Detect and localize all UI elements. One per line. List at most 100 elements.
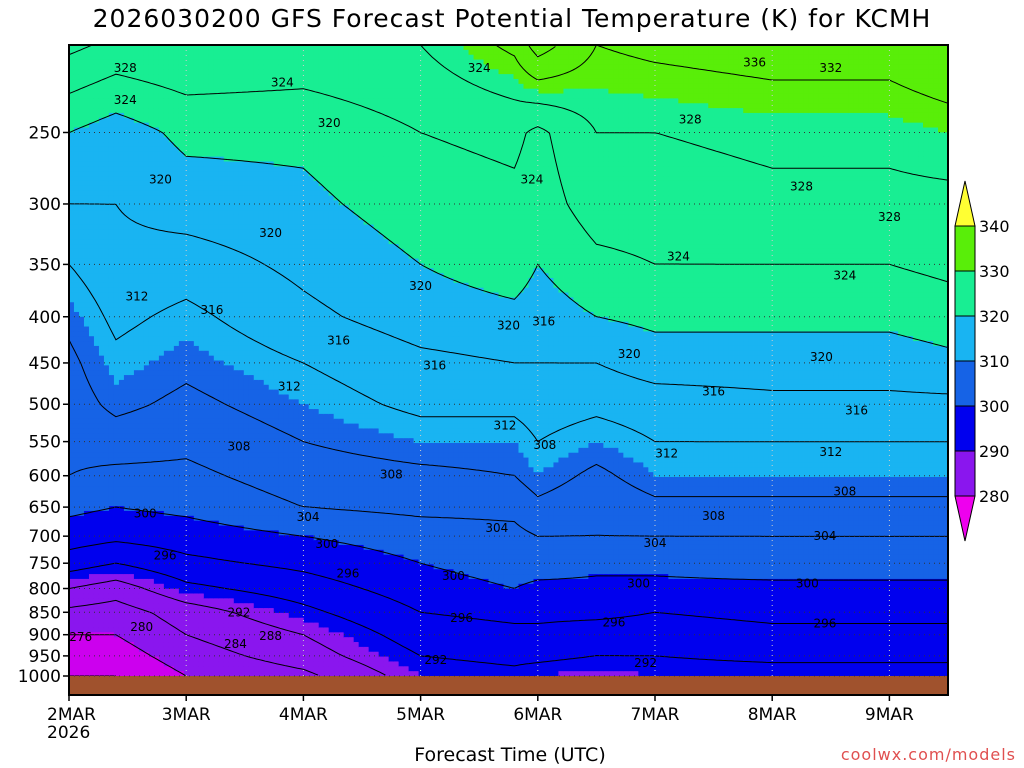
field-cell xyxy=(69,549,75,556)
field-cell xyxy=(253,185,260,192)
field-cell xyxy=(238,205,245,211)
field-cell xyxy=(93,535,100,541)
field-cell xyxy=(153,263,160,269)
field-cell xyxy=(248,438,255,444)
field-cell xyxy=(243,176,250,182)
field-cell xyxy=(83,239,90,245)
field-cell xyxy=(69,520,75,527)
field-cell xyxy=(98,142,105,148)
field-cell xyxy=(178,481,185,488)
field-cell xyxy=(258,146,265,153)
field-cell xyxy=(83,297,90,303)
field-cell xyxy=(108,608,115,614)
field-cell xyxy=(163,200,170,206)
field-cell xyxy=(78,263,85,269)
field-cell xyxy=(73,122,80,129)
field-cell xyxy=(168,360,175,366)
field-cell xyxy=(188,646,195,653)
field-cell xyxy=(83,185,90,192)
field-cell xyxy=(143,379,150,386)
field-cell xyxy=(188,83,195,90)
field-cell xyxy=(248,520,255,527)
field-cell xyxy=(113,307,120,313)
field-cell xyxy=(108,132,115,138)
field-cell xyxy=(238,360,245,366)
field-cell xyxy=(218,481,225,488)
field-cell xyxy=(123,360,130,366)
field-cell xyxy=(198,151,205,158)
field-cell xyxy=(78,637,85,643)
field-cell xyxy=(73,355,80,362)
field-cell xyxy=(78,646,85,653)
field-cell xyxy=(168,54,175,61)
field-cell xyxy=(113,588,120,595)
field-cell xyxy=(233,234,240,240)
field-cell xyxy=(93,239,100,245)
field-cell xyxy=(238,210,245,216)
field-cell xyxy=(123,428,130,434)
field-cell xyxy=(133,146,140,153)
field-cell xyxy=(93,88,100,95)
field-cell xyxy=(223,64,230,70)
field-cell xyxy=(178,661,185,667)
field-cell xyxy=(143,598,150,604)
field-cell xyxy=(138,409,145,415)
field-cell xyxy=(123,578,130,585)
field-cell xyxy=(168,588,175,595)
field-cell xyxy=(188,137,195,143)
field-cell xyxy=(138,428,145,434)
field-cell xyxy=(168,287,175,294)
field-cell xyxy=(178,88,185,95)
field-cell xyxy=(133,476,140,483)
field-cell xyxy=(148,530,155,536)
field-cell xyxy=(148,287,155,294)
field-cell xyxy=(138,268,145,274)
field-cell xyxy=(108,617,115,624)
field-cell xyxy=(178,239,185,245)
field-cell xyxy=(158,112,165,119)
field-cell xyxy=(69,273,75,279)
field-cell xyxy=(153,74,160,80)
field-cell xyxy=(73,365,80,371)
field-cell xyxy=(198,180,205,187)
field-cell xyxy=(243,544,250,551)
field-cell xyxy=(153,248,160,255)
field-cell xyxy=(228,253,235,260)
field-cell xyxy=(258,190,265,197)
field-cell xyxy=(143,146,150,153)
field-cell xyxy=(188,326,195,332)
field-cell xyxy=(168,365,175,371)
field-cell xyxy=(228,540,235,546)
field-cell xyxy=(238,49,245,56)
field-cell xyxy=(228,389,235,396)
field-cell xyxy=(103,195,110,201)
field-cell xyxy=(178,404,185,410)
field-cell xyxy=(238,108,245,114)
field-cell xyxy=(173,394,180,400)
field-cell xyxy=(208,544,215,551)
field-cell xyxy=(128,418,135,425)
field-cell xyxy=(178,59,185,66)
field-cell xyxy=(78,520,85,527)
field-cell xyxy=(173,45,180,51)
field-cell xyxy=(103,447,110,454)
field-cell xyxy=(218,593,225,599)
field-cell xyxy=(203,200,210,206)
field-cell xyxy=(203,413,210,420)
field-cell xyxy=(248,205,255,211)
field-cell xyxy=(108,336,115,342)
field-cell xyxy=(208,331,215,337)
field-cell xyxy=(198,540,205,546)
field-cell xyxy=(188,496,195,502)
field-cell xyxy=(93,268,100,274)
field-cell xyxy=(183,540,190,546)
field-cell xyxy=(238,375,245,381)
field-cell xyxy=(83,491,90,497)
field-cell xyxy=(103,185,110,192)
field-cell xyxy=(143,326,150,332)
field-cell xyxy=(183,229,190,235)
field-cell xyxy=(138,180,145,187)
field-cell xyxy=(158,54,165,61)
field-cell xyxy=(193,501,200,507)
field-cell xyxy=(173,379,180,386)
